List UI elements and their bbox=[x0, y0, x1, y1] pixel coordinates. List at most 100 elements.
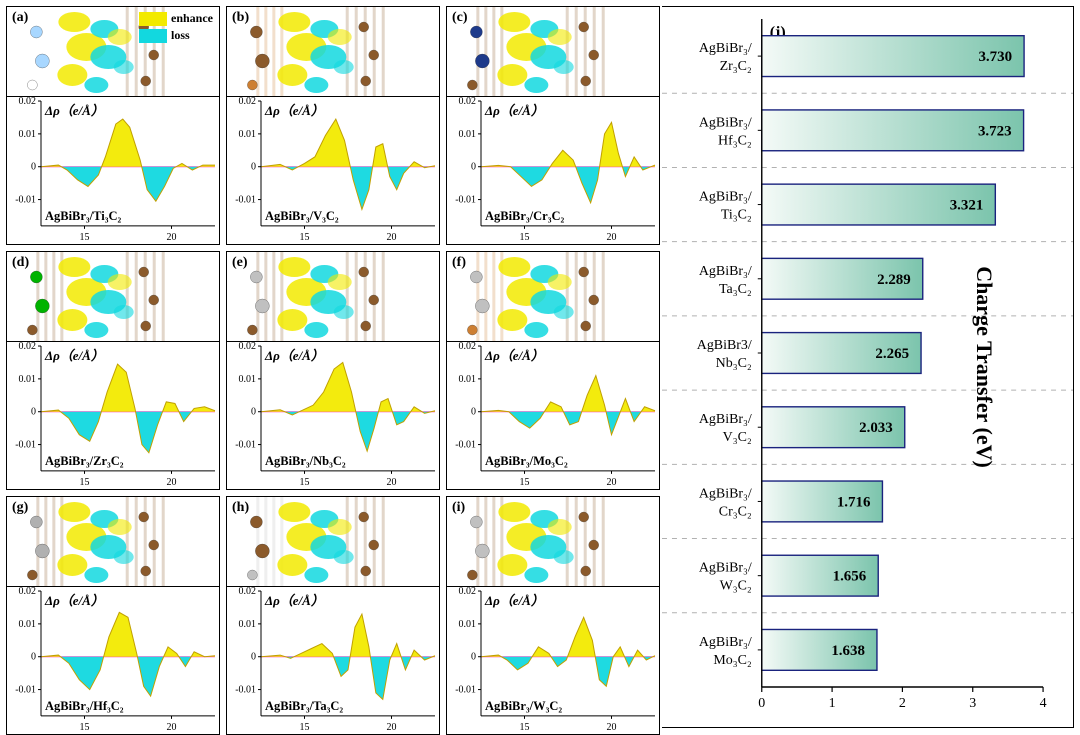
svg-text:Δρ（e/Å）: Δρ（e/Å） bbox=[484, 348, 544, 363]
svg-text:0: 0 bbox=[251, 652, 256, 663]
svg-text:Zr₃C₂: Zr₃C₂ bbox=[720, 59, 752, 74]
svg-text:Δρ（e/Å）: Δρ（e/Å） bbox=[484, 103, 544, 118]
svg-text:2.265: 2.265 bbox=[875, 346, 909, 362]
svg-text:AgBiBr₃/V₃C₂: AgBiBr₃/V₃C₂ bbox=[265, 209, 339, 223]
svg-text:1.656: 1.656 bbox=[833, 569, 867, 585]
svg-text:15: 15 bbox=[300, 722, 310, 733]
svg-text:20: 20 bbox=[387, 232, 397, 243]
svg-text:15: 15 bbox=[520, 232, 530, 243]
panel-letter: (h) bbox=[232, 500, 249, 516]
svg-text:-0.01: -0.01 bbox=[455, 685, 476, 696]
panel-a: (a)enhanceloss-0.0100.010.021520Δρ（e/Å）A… bbox=[6, 6, 220, 245]
svg-text:2.289: 2.289 bbox=[877, 272, 911, 288]
svg-text:0.02: 0.02 bbox=[19, 342, 36, 352]
delta-rho-plot: -0.0100.010.021520Δρ（e/Å）AgBiBr₃/V₃C₂ bbox=[227, 97, 439, 244]
svg-text:AgBiBr₃/: AgBiBr₃/ bbox=[699, 115, 752, 130]
panel-letter: (g) bbox=[12, 500, 28, 516]
panel-letter: (d) bbox=[12, 255, 29, 271]
svg-text:AgBiBr3/: AgBiBr3/ bbox=[697, 338, 752, 353]
panel-letter: (a) bbox=[12, 10, 28, 26]
delta-rho-plot: -0.0100.010.021520Δρ（e/Å）AgBiBr₃/Ta₃C₂ bbox=[227, 587, 439, 734]
delta-rho-plot: -0.0100.010.021520Δρ（e/Å）AgBiBr₃/W₃C₂ bbox=[447, 587, 659, 734]
svg-text:AgBiBr₃/: AgBiBr₃/ bbox=[699, 41, 752, 56]
svg-text:AgBiBr₃/Zr₃C₂: AgBiBr₃/Zr₃C₂ bbox=[45, 454, 124, 468]
panel-letter: (f) bbox=[452, 255, 466, 271]
svg-text:0: 0 bbox=[471, 652, 476, 663]
svg-text:AgBiBr₃/: AgBiBr₃/ bbox=[699, 486, 752, 501]
svg-text:Mo₃C₂: Mo₃C₂ bbox=[713, 653, 752, 668]
svg-text:0.01: 0.01 bbox=[459, 619, 476, 630]
iso-legend: enhanceloss bbox=[139, 11, 213, 45]
svg-text:20: 20 bbox=[167, 477, 177, 488]
svg-text:-0.01: -0.01 bbox=[15, 685, 36, 696]
svg-text:0: 0 bbox=[31, 407, 36, 418]
svg-text:AgBiBr₃/: AgBiBr₃/ bbox=[699, 635, 752, 650]
svg-text:15: 15 bbox=[80, 722, 90, 733]
svg-text:0.02: 0.02 bbox=[239, 587, 256, 597]
svg-text:AgBiBr₃/Ti₃C₂: AgBiBr₃/Ti₃C₂ bbox=[45, 209, 121, 223]
svg-text:Δρ（e/Å）: Δρ（e/Å） bbox=[44, 103, 104, 118]
svg-text:W₃C₂: W₃C₂ bbox=[720, 579, 752, 594]
svg-text:-0.01: -0.01 bbox=[455, 195, 476, 206]
panel-letter: (c) bbox=[452, 10, 468, 26]
svg-text:0: 0 bbox=[471, 407, 476, 418]
svg-text:20: 20 bbox=[607, 477, 617, 488]
svg-text:-0.01: -0.01 bbox=[15, 195, 36, 206]
svg-text:AgBiBr₃/Ta₃C₂: AgBiBr₃/Ta₃C₂ bbox=[265, 699, 343, 713]
panel-letter: (e) bbox=[232, 255, 248, 271]
svg-text:Δρ（e/Å）: Δρ（e/Å） bbox=[264, 348, 324, 363]
svg-text:0.02: 0.02 bbox=[459, 587, 476, 597]
svg-text:-0.01: -0.01 bbox=[235, 195, 256, 206]
panel-e: (e)-0.0100.010.021520Δρ（e/Å）AgBiBr₃/Nb₃C… bbox=[226, 251, 440, 490]
svg-text:AgBiBr₃/Nb₃C₂: AgBiBr₃/Nb₃C₂ bbox=[265, 454, 346, 468]
isosurface-view bbox=[7, 252, 219, 342]
svg-text:1.716: 1.716 bbox=[837, 494, 871, 510]
delta-rho-plot: -0.0100.010.021520Δρ（e/Å）AgBiBr₃/Mo₃C₂ bbox=[447, 342, 659, 489]
svg-text:0.01: 0.01 bbox=[239, 374, 256, 385]
isosurface-view bbox=[7, 497, 219, 587]
panel-i: (i)-0.0100.010.021520Δρ（e/Å）AgBiBr₃/W₃C₂ bbox=[446, 496, 660, 735]
svg-text:15: 15 bbox=[300, 477, 310, 488]
svg-text:AgBiBr₃/: AgBiBr₃/ bbox=[699, 412, 752, 427]
svg-text:0.02: 0.02 bbox=[459, 342, 476, 352]
delta-rho-plot: -0.0100.010.021520Δρ（e/Å）AgBiBr₃/Ti₃C₂ bbox=[7, 97, 219, 244]
svg-text:20: 20 bbox=[607, 722, 617, 733]
isosurface-view bbox=[447, 7, 659, 97]
svg-text:0.01: 0.01 bbox=[19, 619, 36, 630]
svg-text:15: 15 bbox=[300, 232, 310, 243]
right-axis-title: Charge Transfer (eV) bbox=[971, 266, 997, 468]
svg-text:20: 20 bbox=[167, 722, 177, 733]
delta-rho-plot: -0.0100.010.021520Δρ（e/Å）AgBiBr₃/Zr₃C₂ bbox=[7, 342, 219, 489]
svg-text:0: 0 bbox=[758, 696, 765, 711]
svg-text:3.723: 3.723 bbox=[978, 123, 1012, 139]
svg-text:20: 20 bbox=[387, 722, 397, 733]
svg-text:2: 2 bbox=[899, 696, 906, 711]
svg-text:0.02: 0.02 bbox=[239, 342, 256, 352]
svg-text:Δρ（e/Å）: Δρ（e/Å） bbox=[484, 593, 544, 608]
svg-text:Cr₃C₂: Cr₃C₂ bbox=[719, 504, 752, 519]
isosurface-view bbox=[447, 497, 659, 587]
svg-text:20: 20 bbox=[167, 232, 177, 243]
panel-letter: (b) bbox=[232, 10, 249, 26]
multi-panel-figure: (a)enhanceloss-0.0100.010.021520Δρ（e/Å）A… bbox=[0, 0, 1080, 734]
svg-text:1: 1 bbox=[829, 696, 836, 711]
svg-text:AgBiBr₃/: AgBiBr₃/ bbox=[699, 561, 752, 576]
panel-b: (b)-0.0100.010.021520Δρ（e/Å）AgBiBr₃/V₃C₂ bbox=[226, 6, 440, 245]
svg-text:1.638: 1.638 bbox=[831, 643, 865, 659]
svg-text:Nb₃C₂: Nb₃C₂ bbox=[716, 356, 752, 371]
charge-transfer-panel: (j)3.730AgBiBr₃/Zr₃C₂3.723AgBiBr₃/Hf₃C₂3… bbox=[662, 6, 1074, 728]
svg-text:V₃C₂: V₃C₂ bbox=[723, 430, 752, 445]
svg-text:4: 4 bbox=[1040, 696, 1047, 711]
svg-text:-0.01: -0.01 bbox=[235, 685, 256, 696]
svg-text:AgBiBr₃/: AgBiBr₃/ bbox=[699, 264, 752, 279]
svg-text:0: 0 bbox=[471, 162, 476, 173]
svg-text:15: 15 bbox=[520, 722, 530, 733]
isosurface-view bbox=[227, 252, 439, 342]
svg-text:0.01: 0.01 bbox=[239, 129, 256, 140]
svg-text:0: 0 bbox=[31, 652, 36, 663]
svg-text:-0.01: -0.01 bbox=[455, 440, 476, 451]
svg-text:Ta₃C₂: Ta₃C₂ bbox=[719, 282, 752, 297]
svg-text:0: 0 bbox=[251, 407, 256, 418]
svg-text:15: 15 bbox=[80, 477, 90, 488]
svg-text:AgBiBr₃/Mo₃C₂: AgBiBr₃/Mo₃C₂ bbox=[485, 454, 568, 468]
